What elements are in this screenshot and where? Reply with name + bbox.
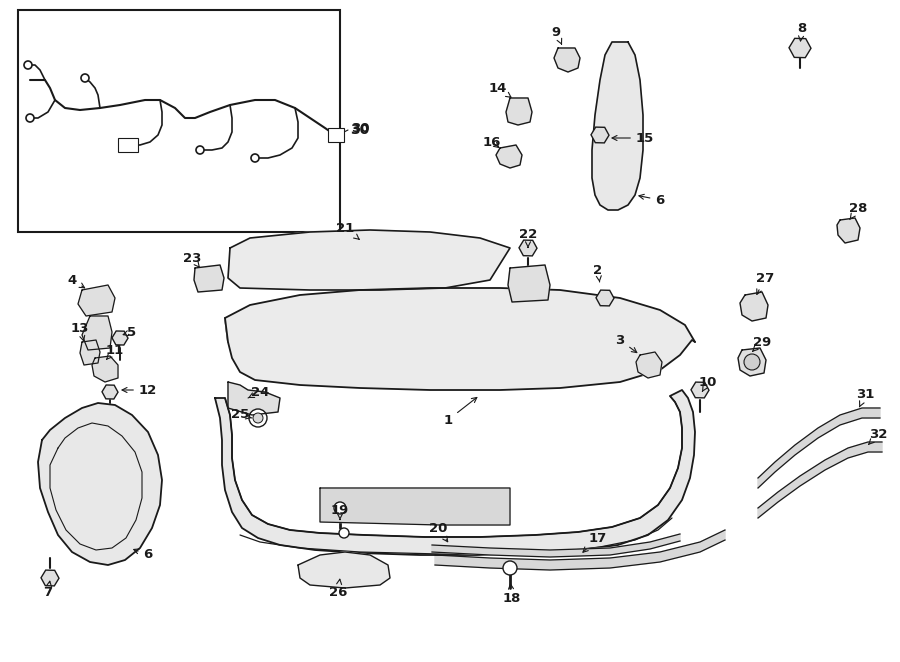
Polygon shape [320,488,510,525]
Text: 14: 14 [489,81,511,97]
Text: 18: 18 [503,584,521,604]
Circle shape [334,502,346,514]
Text: 26: 26 [328,579,347,598]
Text: 11: 11 [106,344,124,359]
Text: 32: 32 [868,428,887,444]
Text: 9: 9 [552,26,562,44]
Polygon shape [225,288,695,390]
Polygon shape [38,403,162,565]
Polygon shape [82,316,112,350]
Bar [118,138,138,152]
Text: 1: 1 [444,397,477,426]
Polygon shape [215,390,695,555]
Polygon shape [758,442,882,518]
Circle shape [249,409,267,427]
Polygon shape [496,145,522,168]
Text: 3: 3 [616,334,637,353]
Polygon shape [738,348,766,376]
Circle shape [744,354,760,370]
Text: 15: 15 [612,132,654,144]
Circle shape [26,114,34,122]
Circle shape [503,561,517,575]
Polygon shape [80,340,100,365]
Polygon shape [228,382,280,415]
Polygon shape [592,42,643,210]
Polygon shape [740,292,768,321]
Polygon shape [435,530,725,570]
Text: 5: 5 [123,326,137,338]
Text: 21: 21 [336,222,359,240]
Text: 31: 31 [856,389,874,407]
Text: 12: 12 [122,383,158,397]
Polygon shape [432,534,680,557]
Text: 20: 20 [428,522,447,542]
Circle shape [81,74,89,82]
Text: 10: 10 [698,375,717,391]
Circle shape [196,146,204,154]
Polygon shape [78,285,115,316]
Text: 13: 13 [71,322,89,341]
Polygon shape [554,48,580,72]
Text: 8: 8 [797,21,806,41]
Circle shape [339,528,349,538]
Polygon shape [508,265,550,302]
Text: 24: 24 [248,385,269,399]
Text: 6: 6 [639,193,664,207]
Text: 7: 7 [43,581,52,598]
Polygon shape [92,356,118,382]
Polygon shape [298,552,390,588]
Text: 28: 28 [849,201,868,220]
Text: 19: 19 [331,504,349,520]
Text: 25: 25 [231,408,252,422]
Polygon shape [758,408,880,488]
Text: 16: 16 [482,136,501,148]
Text: 4: 4 [68,273,85,288]
Text: 17: 17 [583,532,608,552]
Circle shape [24,61,32,69]
Text: 2: 2 [593,263,603,282]
Text: 22: 22 [519,228,537,247]
Text: 30: 30 [350,123,370,137]
Text: 27: 27 [756,271,774,295]
Circle shape [253,413,263,423]
Text: 30: 30 [351,122,369,134]
Polygon shape [194,265,224,292]
Text: 6: 6 [134,549,153,561]
Polygon shape [636,352,662,378]
Circle shape [251,154,259,162]
Polygon shape [228,230,510,290]
Polygon shape [506,98,532,125]
Text: 29: 29 [752,336,771,352]
Text: 23: 23 [183,252,202,267]
Polygon shape [837,218,860,243]
Bar [328,128,344,142]
Bar [18,10,340,232]
